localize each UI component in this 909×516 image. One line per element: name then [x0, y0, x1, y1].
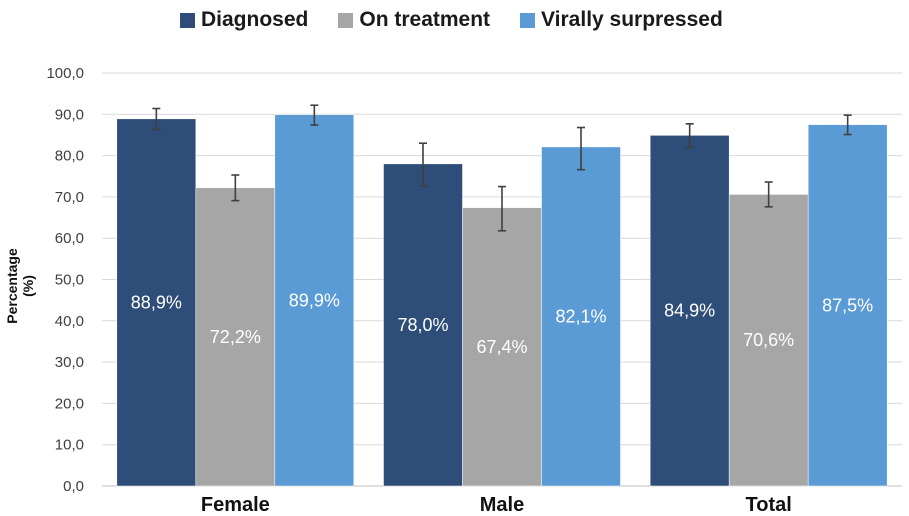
data-label: 87,5%	[822, 295, 873, 315]
data-labels: 88,9% 72,2% 89,9% 78,0% 67,4% 82,1% 84,9% 70,6%…	[131, 290, 873, 356]
data-label: 72,2%	[210, 327, 261, 347]
y-tick-label: 20,0	[55, 395, 84, 412]
legend-swatch-diagnosed	[180, 12, 195, 28]
y-tick-label: 100,0	[46, 65, 84, 82]
x-axis-categories: Female Male Total	[201, 494, 792, 516]
y-tick-label: 70,0	[55, 189, 84, 206]
y-tick-label: 80,0	[55, 148, 84, 165]
data-label: 82,1%	[555, 306, 606, 326]
legend-label-on-treatment: On treatment	[359, 8, 491, 31]
data-label: 70,6%	[743, 330, 794, 350]
y-tick-label: 30,0	[55, 354, 84, 371]
x-category-label-male: Male	[480, 494, 524, 516]
legend-item-on-treatment: On treatment	[338, 8, 490, 32]
legend-item-diagnosed: Diagnosed	[180, 8, 308, 32]
bars	[116, 114, 888, 487]
error-bars	[152, 104, 852, 232]
data-label: 88,9%	[131, 292, 182, 312]
y-tick-label: 50,0	[55, 272, 84, 289]
legend-label-diagnosed: Diagnosed	[201, 8, 309, 31]
data-label: 67,4%	[476, 337, 527, 357]
data-label: 78,0%	[397, 315, 448, 335]
bar-virally-surpressed-female	[274, 114, 355, 487]
bar-on-treatment-male	[462, 207, 542, 487]
legend-label-virally-surpressed: Virally surpressed	[541, 8, 723, 31]
bar-diagnosed-total	[649, 135, 730, 487]
legend-swatch-on-treatment	[338, 12, 354, 28]
legend-item-virally-surpressed: Virally surpressed	[520, 8, 723, 32]
bar-diagnosed-male	[383, 163, 463, 487]
bar-diagnosed-female	[116, 118, 197, 487]
bar-on-treatment-female	[195, 187, 276, 487]
y-tick-label: 40,0	[55, 313, 84, 330]
x-category-label-female: Female	[201, 494, 270, 516]
y-tick-label: 0,0	[63, 478, 84, 495]
y-axis-ticks: 0,0 10,0 20,0 30,0 40,0 50,0 60,0 70,0 80,0 90,0 1…	[46, 65, 84, 495]
bar-virally-surpressed-male	[541, 146, 621, 487]
y-tick-label: 10,0	[55, 437, 84, 454]
data-label: 84,9%	[664, 301, 715, 321]
legend-swatch-virally-surpressed	[520, 12, 536, 28]
bar-virally-surpressed-total	[807, 124, 888, 487]
data-label: 89,9%	[289, 290, 340, 310]
y-tick-label: 90,0	[55, 106, 84, 123]
x-category-label-total: Total	[746, 494, 792, 516]
y-axis-label: Percentage (%)	[4, 248, 36, 324]
y-tick-label: 60,0	[55, 230, 84, 247]
legend: Diagnosed On treatment Virally surpresse…	[180, 8, 723, 32]
